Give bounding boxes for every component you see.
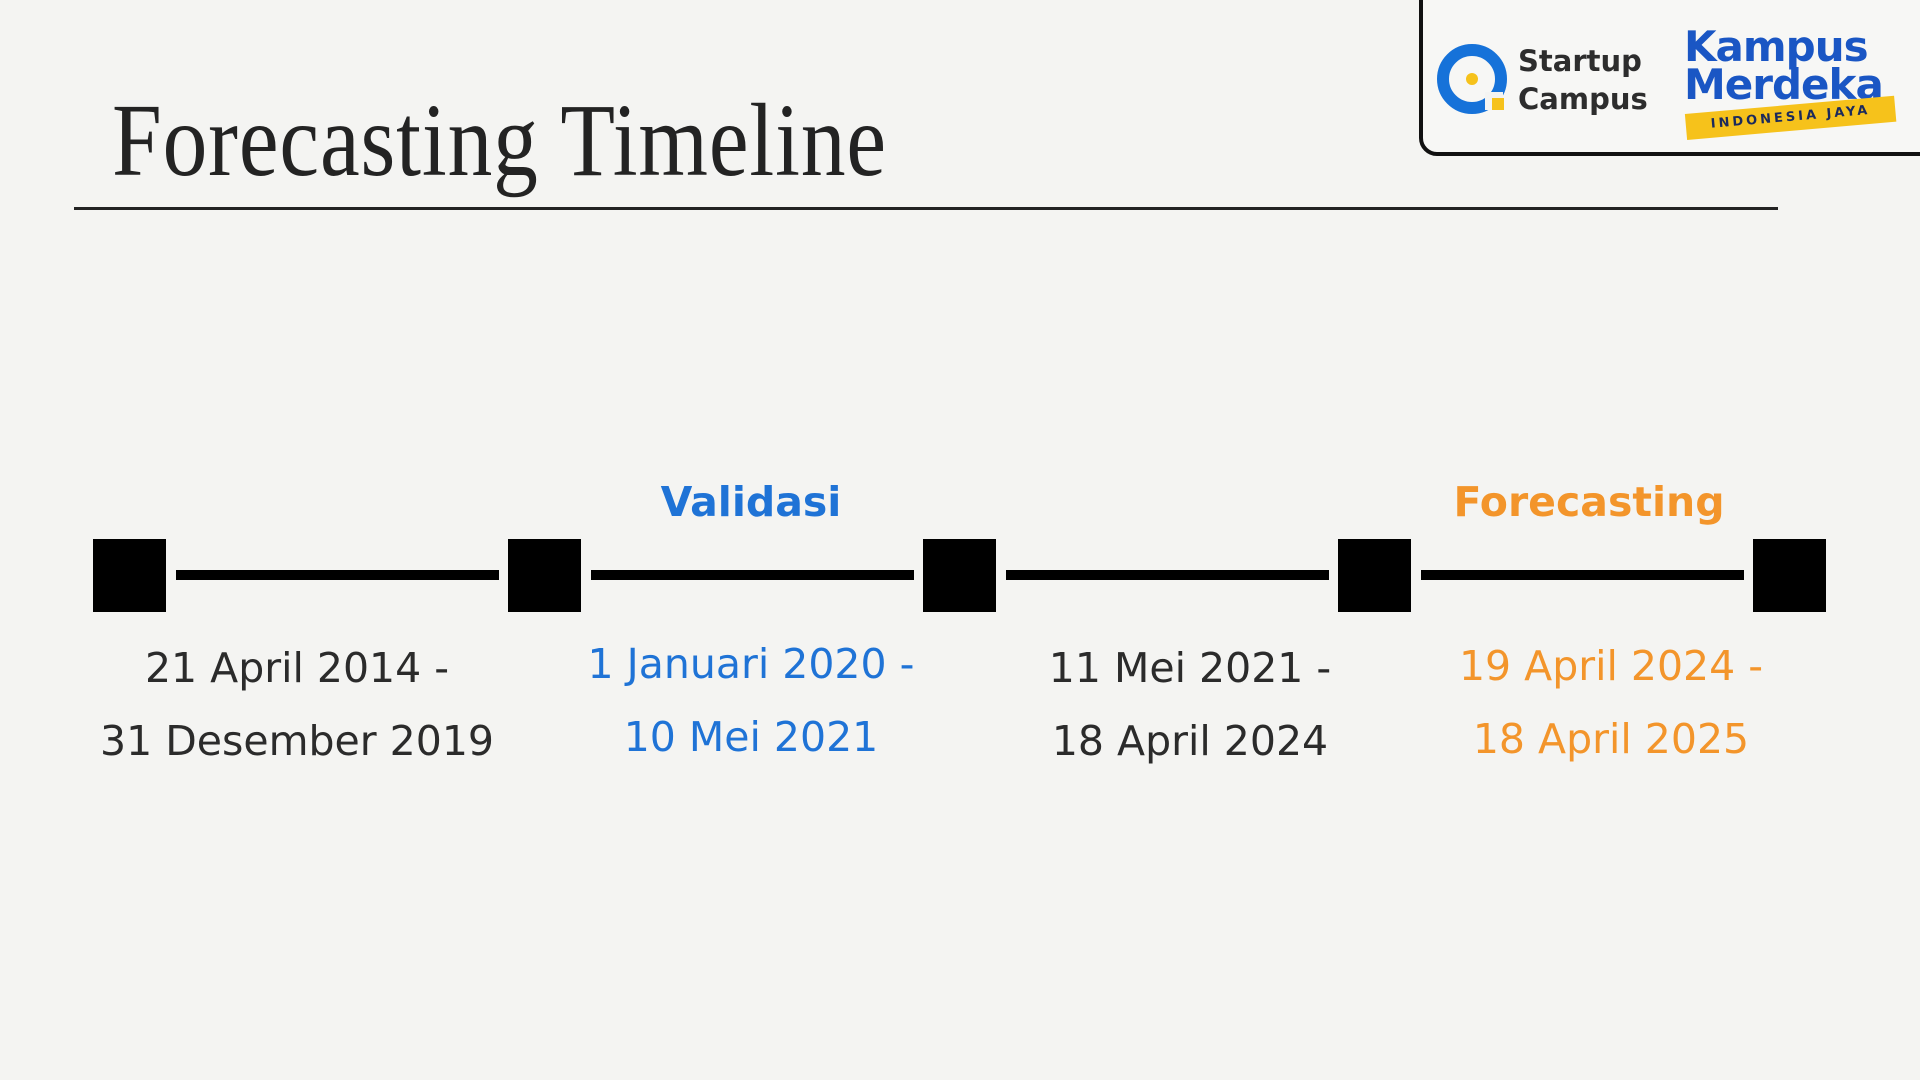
startup-campus-line2: Campus	[1518, 82, 1648, 116]
kampus-merdeka-logo: Kampus Merdeka INDONESIA JAYA	[1680, 26, 1910, 146]
period-end: 18 April 2025	[1472, 715, 1750, 763]
startup-campus-line1: Startup	[1518, 44, 1642, 78]
kampus-merdeka-line1: Kampus	[1684, 22, 1869, 71]
period-start: 21 April 2014 -	[144, 644, 450, 692]
phase-label-validation: Validasi	[660, 478, 842, 526]
period-start: 19 April 2024 -	[1458, 642, 1764, 690]
title-divider	[74, 207, 1778, 210]
timeline-segment-1	[176, 570, 499, 580]
startup-campus-logo-text: Startup Campus	[1518, 42, 1648, 118]
timeline-marker-4	[1338, 539, 1411, 612]
period-start: 1 Januari 2020 -	[587, 640, 915, 688]
timeline-marker-3	[923, 539, 996, 612]
startup-campus-logo-icon	[1437, 44, 1507, 114]
period-end: 18 April 2024	[1051, 717, 1329, 765]
phase-label-forecasting: Forecasting	[1453, 478, 1725, 526]
timeline-marker-1	[93, 539, 166, 612]
timeline-marker-2	[508, 539, 581, 612]
period-validation: 1 Januari 2020 - 10 Mei 2021	[541, 628, 961, 774]
period-end: 10 Mei 2021	[623, 713, 879, 761]
page-title: Forecasting Timeline	[112, 83, 887, 198]
period-testing: 11 Mei 2021 - 18 April 2024	[980, 632, 1400, 778]
period-forecasting: 19 April 2024 - 18 April 2025	[1401, 630, 1821, 776]
period-training: 21 April 2014 - 31 Desember 2019	[87, 632, 507, 778]
period-start: 11 Mei 2021 -	[1048, 644, 1332, 692]
timeline-segment-4	[1421, 570, 1744, 580]
timeline-segment-3	[1006, 570, 1329, 580]
period-end: 31 Desember 2019	[99, 717, 494, 765]
timeline-marker-5	[1753, 539, 1826, 612]
timeline-segment-2	[591, 570, 914, 580]
